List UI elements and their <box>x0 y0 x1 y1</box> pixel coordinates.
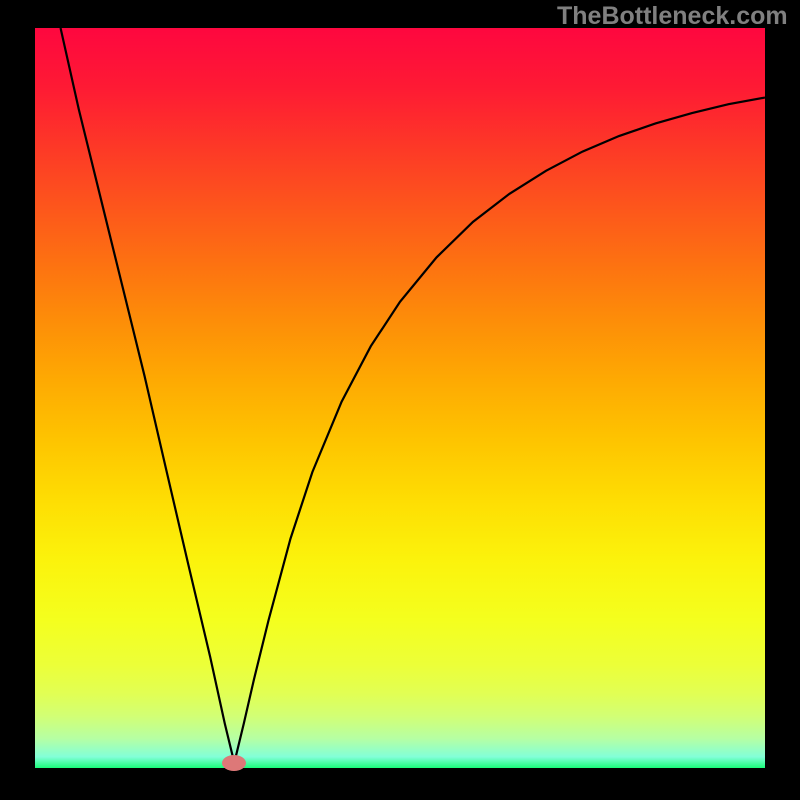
watermark-text: TheBottleneck.com <box>557 2 788 31</box>
plot-area <box>35 28 765 768</box>
chart-container: TheBottleneck.com <box>0 0 800 800</box>
plot-background <box>35 28 765 768</box>
optimum-marker <box>222 755 246 771</box>
